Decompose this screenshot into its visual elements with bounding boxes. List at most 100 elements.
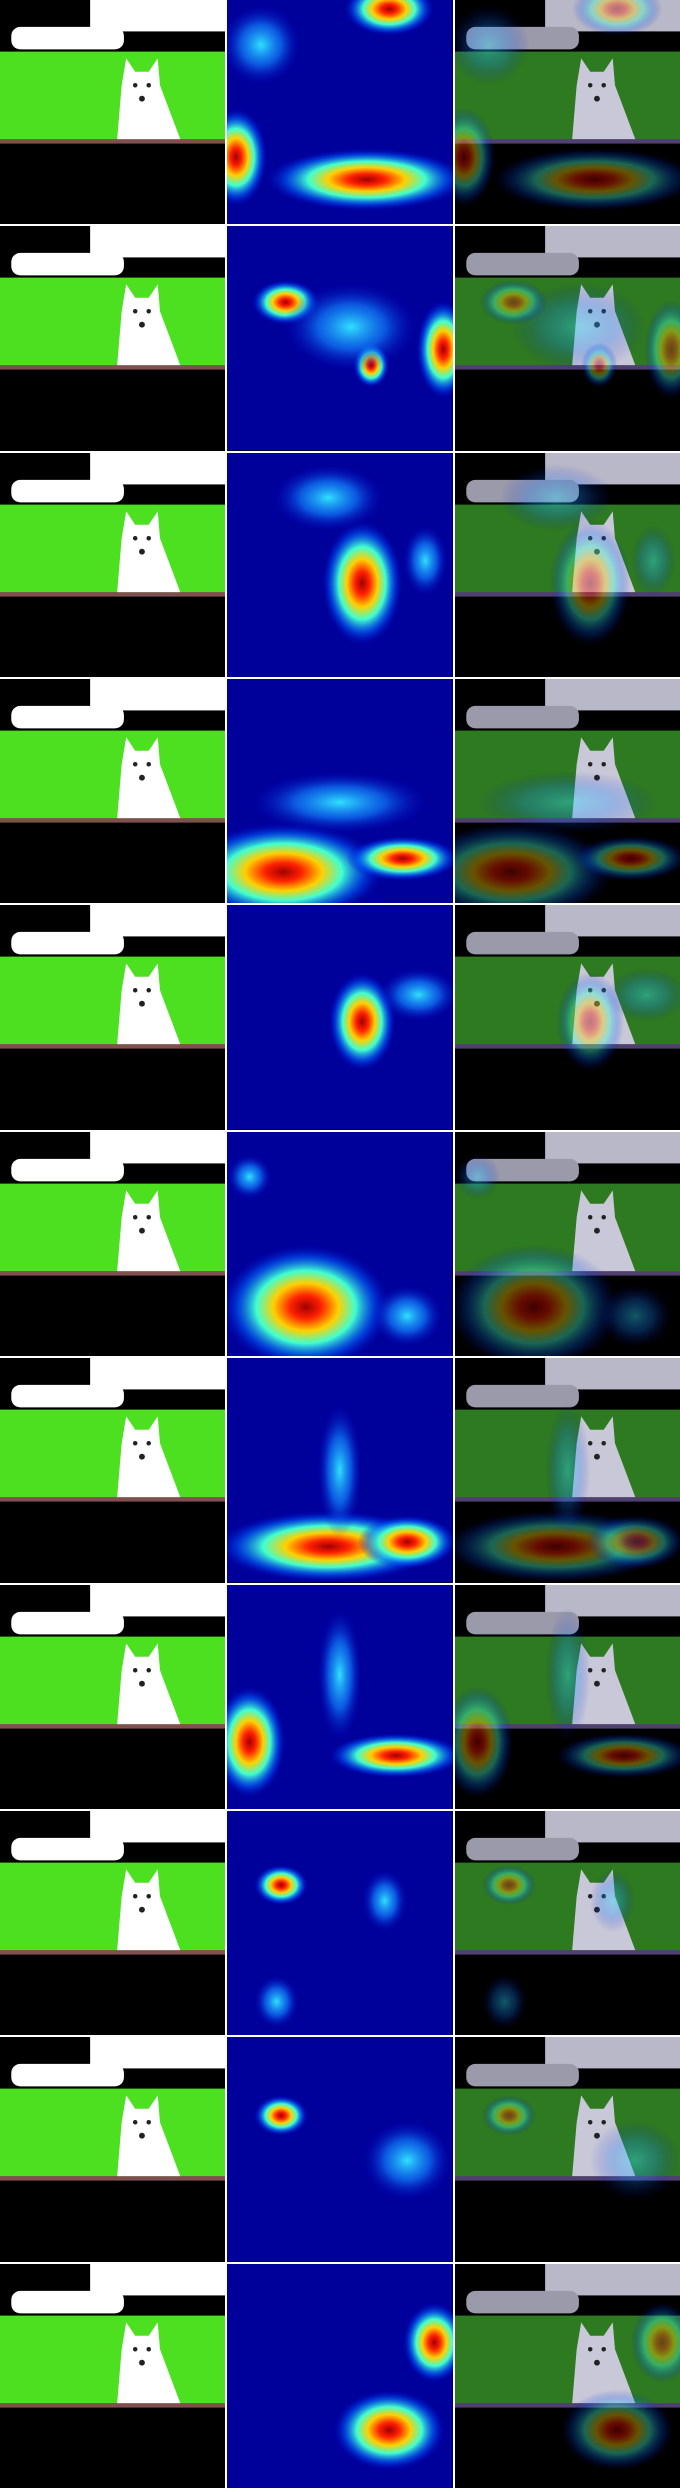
dog-nose	[139, 774, 145, 781]
sky-white	[90, 1810, 226, 1843]
overlay-blob	[510, 282, 647, 373]
fence-bar	[11, 1837, 124, 1861]
overlay	[454, 905, 680, 1130]
dog-eye	[146, 1893, 151, 1899]
dog-eye	[587, 2120, 593, 2125]
dog-nose	[593, 95, 600, 102]
dog-eye	[601, 83, 606, 88]
dog-eye	[146, 988, 151, 993]
dog-eye	[146, 535, 151, 541]
fence-bar	[11, 2290, 124, 2313]
ground-line	[454, 1950, 680, 1955]
sky-white	[90, 1584, 226, 1616]
overlay-blob	[481, 2095, 536, 2136]
dog-nose	[139, 2359, 145, 2366]
dog-nose	[593, 2359, 600, 2366]
sky-white	[544, 2263, 680, 2296]
dog-eye	[146, 1214, 151, 1220]
ground-line	[0, 1270, 226, 1276]
dog-eye	[601, 2120, 606, 2125]
dog-nose	[139, 322, 145, 328]
overlay-blob	[585, 1515, 680, 1570]
photo	[0, 1358, 226, 1583]
dog-eye	[146, 762, 151, 767]
dog-eye	[132, 2120, 138, 2125]
heat-blob	[358, 1515, 453, 1570]
overlay-blob	[560, 2389, 674, 2471]
ground-line	[0, 1950, 226, 1955]
dog	[117, 963, 181, 1045]
dog	[117, 1416, 181, 1498]
heat-blob	[317, 1403, 363, 1538]
dog-eye	[132, 2346, 138, 2352]
dog-eye	[146, 83, 151, 88]
dog-nose	[139, 1227, 145, 1234]
overlay-blob	[492, 148, 680, 211]
heatmap	[227, 1131, 453, 1357]
ground-line	[0, 2402, 226, 2408]
dog-nose	[593, 1227, 600, 1234]
heat-blob	[227, 107, 268, 207]
dog	[117, 737, 181, 819]
photo	[0, 2263, 226, 2488]
grass	[0, 1409, 226, 1500]
heat-blob	[346, 836, 453, 882]
overlay-blob	[598, 1284, 671, 1348]
grass	[0, 277, 226, 368]
dog	[117, 511, 181, 592]
heat-blob	[328, 1732, 453, 1778]
heat-blob	[403, 524, 449, 597]
heat-blob	[416, 300, 453, 400]
ground-line	[454, 139, 680, 144]
overlay-blob	[544, 1403, 590, 1538]
heat-blob	[254, 1974, 300, 2029]
heat-blob	[283, 282, 419, 373]
dog	[117, 1642, 181, 1724]
ground-line	[0, 1497, 226, 1502]
overlay-blob	[589, 2120, 680, 2202]
overlay-blob	[556, 1732, 680, 1778]
dog-eye	[601, 1441, 606, 1446]
heat-blob	[321, 520, 404, 646]
fence-bar	[11, 1158, 124, 1182]
ground-line	[0, 818, 226, 823]
dog-eye	[587, 1214, 593, 1220]
dog	[117, 2321, 181, 2403]
fence-bar	[11, 1611, 124, 1634]
overlay-blob	[571, 0, 662, 36]
grass	[0, 2088, 226, 2179]
sky-white	[90, 226, 226, 258]
sky-white	[544, 1131, 680, 1164]
overlay	[454, 0, 680, 225]
fence-bar	[11, 2064, 124, 2087]
overlay-blob	[454, 1244, 620, 1357]
photo	[0, 2037, 226, 2262]
sky-white	[544, 1358, 680, 1390]
sky-white	[90, 2037, 226, 2069]
dog-eye	[146, 1441, 151, 1446]
dog-nose	[139, 548, 145, 555]
sky-white	[544, 1810, 680, 1843]
sky-white	[90, 1358, 226, 1390]
sky-white	[90, 905, 226, 937]
overlay-blob	[589, 1869, 635, 1933]
fence-bar	[465, 253, 579, 276]
overlay-blob	[454, 4, 530, 86]
dog-nose	[139, 1453, 145, 1460]
heatmap	[227, 1358, 453, 1583]
dog-nose	[139, 95, 145, 102]
sky-white	[544, 2037, 680, 2069]
heat-blob	[317, 1606, 363, 1742]
fence-bar	[11, 1385, 124, 1408]
dog	[117, 1869, 181, 1951]
overlay	[454, 452, 680, 678]
heat-blob	[344, 0, 435, 36]
photo	[0, 452, 226, 678]
overlay-blob	[630, 2301, 680, 2383]
photo	[0, 1584, 226, 1809]
fence-bar	[11, 932, 124, 955]
overlay-blob	[454, 107, 496, 207]
heat-blob	[254, 1864, 309, 1906]
heat-blob	[227, 822, 386, 904]
overlay-blob	[499, 463, 613, 532]
